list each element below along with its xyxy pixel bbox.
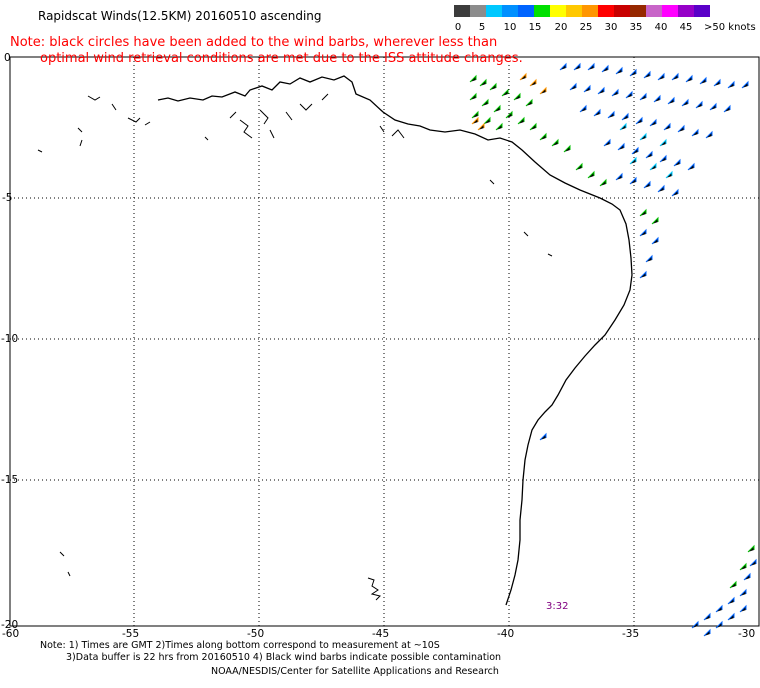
- footer-line-1: Note: 1) Times are GMT 2)Times along bot…: [40, 640, 440, 651]
- attitude-note: Note: black circles have been added to t…: [10, 35, 523, 67]
- lon-tick-label: -30: [738, 628, 756, 640]
- coastline: [157, 75, 633, 606]
- scale-label: 15: [528, 22, 542, 33]
- lat-tick-label: -20: [1, 619, 19, 631]
- scale-label: 10: [503, 22, 517, 33]
- scale-label: 45: [679, 22, 693, 33]
- scale-swatch-15: [694, 5, 710, 17]
- scale-swatch-1: [470, 5, 486, 17]
- lat-tick-label: -15: [1, 474, 19, 486]
- wind-barbs-northeast: [469, 62, 749, 441]
- scale-swatch-13: [662, 5, 678, 17]
- scale-swatch-5: [534, 5, 550, 17]
- lon-tick-label: -60: [2, 628, 20, 640]
- scale-swatch-0: [454, 5, 470, 17]
- scale-swatch-6: [550, 5, 566, 17]
- scale-swatch-8: [582, 5, 598, 17]
- scale-label: >50 knots: [704, 22, 756, 33]
- scale-swatch-9: [598, 5, 614, 17]
- scale-swatch-4: [518, 5, 534, 17]
- scale-label: 35: [629, 22, 643, 33]
- scale-label: 25: [579, 22, 593, 33]
- scale-swatch-10: [614, 5, 630, 17]
- scale-swatch-11: [630, 5, 646, 17]
- footer-line-2: 3)Data buffer is 22 hrs from 20160510 4)…: [66, 652, 502, 663]
- lon-tick-label: -40: [497, 628, 515, 640]
- scale-label: 20: [554, 22, 568, 33]
- lat-tick-label: -10: [1, 333, 19, 345]
- map-title: Rapidscat Winds(12.5KM) 20160510 ascendi…: [38, 9, 322, 23]
- scale-label: 0: [454, 22, 462, 33]
- note-line-2: optimal wind retrieval conditions are me…: [40, 51, 523, 66]
- scale-swatch-7: [566, 5, 582, 17]
- scale-swatch-2: [486, 5, 502, 17]
- scale-label: 30: [604, 22, 618, 33]
- coast-islands-north: [37, 93, 553, 257]
- lon-tick-label: -55: [122, 628, 140, 640]
- lon-tick-label: -35: [622, 628, 640, 640]
- scale-swatch-3: [502, 5, 518, 17]
- lon-tick-label: -45: [372, 628, 390, 640]
- island-south: [59, 551, 381, 601]
- scale-swatch-12: [646, 5, 662, 17]
- footer-line-3: NOAA/NESDIS/Center for Satellite Applica…: [211, 666, 499, 677]
- lat-tick-label: 0: [4, 52, 11, 64]
- scale-label: 40: [654, 22, 668, 33]
- wind-barbs-southeast: [691, 544, 757, 637]
- grid-lines: [10, 57, 759, 626]
- pass-time-label: 3:32: [546, 601, 569, 612]
- scale-label: 5: [478, 22, 486, 33]
- lat-tick-label: -5: [2, 192, 13, 204]
- note-line-1: Note: black circles have been added to t…: [10, 35, 498, 50]
- lon-tick-label: -50: [247, 628, 265, 640]
- scale-swatch-14: [678, 5, 694, 17]
